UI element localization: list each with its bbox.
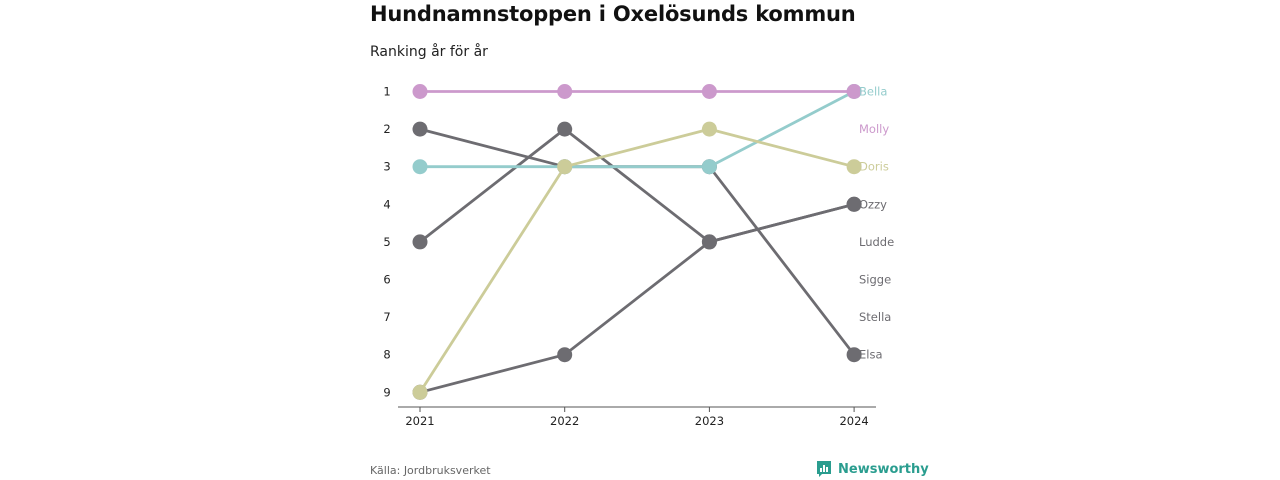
- legend-label-stella: Stella: [859, 310, 891, 324]
- y-tick-label: 3: [383, 160, 390, 174]
- legend-label-doris: Doris: [859, 160, 889, 174]
- data-point-molly: [412, 84, 428, 99]
- x-tick-label: 2024: [839, 414, 868, 428]
- x-tick-label: 2023: [695, 414, 724, 428]
- legend-label-elsa: Elsa: [859, 348, 883, 362]
- y-tick-label: 5: [383, 235, 390, 249]
- data-point-molly: [701, 84, 717, 99]
- series-line-ludde: [418, 202, 856, 394]
- chart-subtitle: Ranking år för år: [370, 44, 488, 60]
- data-point-doris: [701, 121, 717, 137]
- x-tick-label: 2021: [405, 414, 434, 428]
- source-note: Källa: Jordbruksverket: [370, 464, 491, 477]
- bar-chart-icon: [817, 461, 831, 477]
- x-tick-label: 2022: [550, 414, 579, 428]
- series-line-doris: [418, 127, 856, 394]
- legend-label-ozzy: Ozzy: [859, 197, 887, 211]
- data-point-ludde: [846, 196, 862, 212]
- data-point-ludde: [701, 234, 717, 250]
- chart-title: Hundnamnstoppen i Oxelösunds kommun: [370, 2, 856, 26]
- data-point-elsa: [412, 121, 428, 137]
- data-point-molly: [557, 84, 573, 99]
- data-point-doris: [846, 159, 862, 175]
- data-point-ludde: [557, 347, 573, 363]
- legend-label-bella: Bella: [859, 85, 887, 99]
- y-tick-label: 6: [383, 273, 390, 287]
- series-line-bella: [418, 90, 856, 169]
- y-tick-label: 7: [383, 310, 390, 324]
- data-point-doris: [412, 384, 428, 400]
- brand-name: Newsworthy: [838, 461, 929, 477]
- data-point-ozzy: [412, 234, 428, 250]
- data-point-elsa: [846, 347, 862, 363]
- y-tick-label: 8: [383, 348, 390, 362]
- newsworthy-logo: Newsworthy: [816, 460, 929, 478]
- legend-label-molly: Molly: [859, 122, 889, 136]
- y-tick-label: 2: [383, 122, 390, 136]
- data-point-doris: [557, 159, 573, 175]
- data-point-bella: [412, 159, 428, 175]
- legend-label-sigge: Sigge: [859, 273, 891, 287]
- data-point-ozzy: [557, 121, 573, 137]
- series-line-elsa: [418, 127, 856, 357]
- y-tick-label: 9: [383, 385, 390, 399]
- y-tick-label: 4: [383, 197, 390, 211]
- data-point-molly: [846, 84, 862, 99]
- data-point-bella: [701, 159, 717, 175]
- legend-label-ludde: Ludde: [859, 235, 894, 249]
- y-tick-label: 1: [383, 85, 390, 99]
